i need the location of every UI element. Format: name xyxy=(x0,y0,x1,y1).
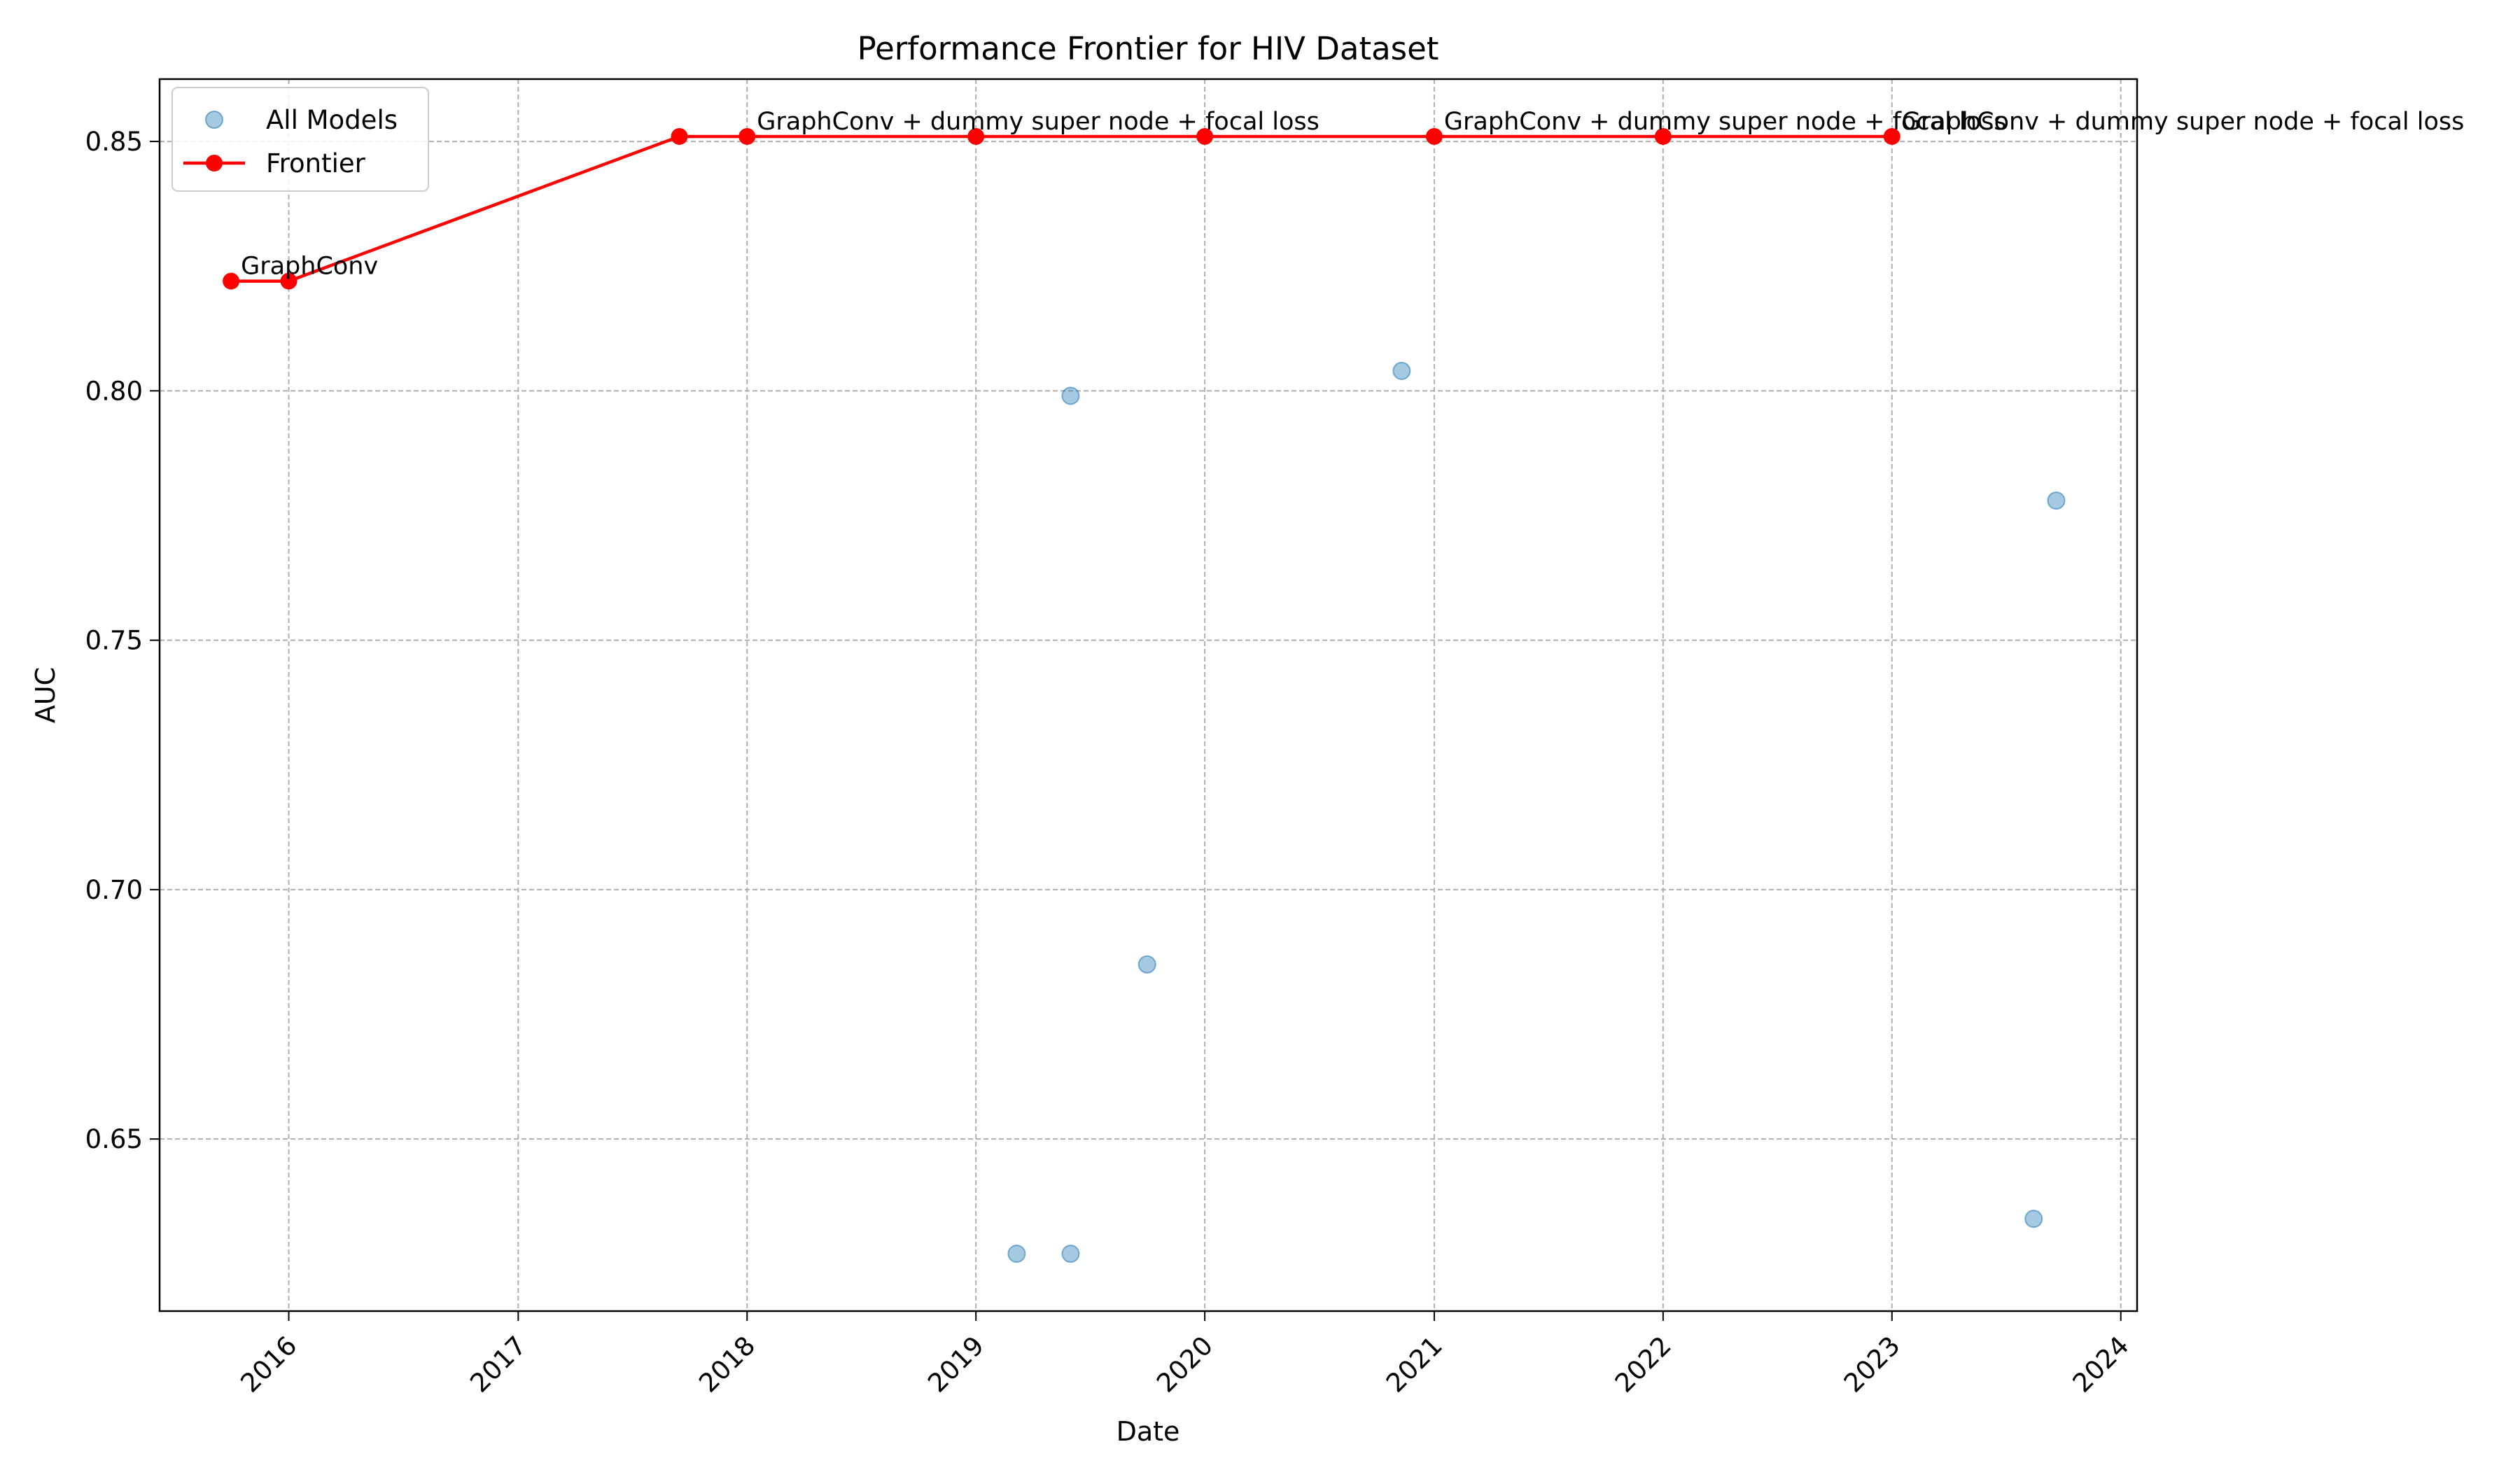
y-tick-label: 0.65 xyxy=(85,1124,143,1154)
legend: All Models Frontier xyxy=(172,87,429,192)
frontier-point xyxy=(223,272,240,290)
legend-label-frontier: Frontier xyxy=(266,148,366,178)
frontier-point xyxy=(671,127,688,145)
frontier-point xyxy=(967,127,985,145)
all-models-point xyxy=(1061,386,1080,405)
all-models-point xyxy=(1138,955,1156,974)
legend-marker-all-models xyxy=(205,111,223,129)
frontier-layer xyxy=(223,127,1900,290)
annotations: GraphConv GraphConv + dummy super node + … xyxy=(241,108,2464,281)
frontier-point xyxy=(738,127,756,145)
all-models-point xyxy=(1007,1245,1026,1264)
plot-frame xyxy=(158,78,2138,1312)
point-annotation: GraphConv + dummy super node + focal los… xyxy=(1902,108,2465,136)
legend-marker-frontier xyxy=(206,155,223,172)
frontier-point xyxy=(1883,127,1900,145)
point-annotation: GraphConv + dummy super node + focal los… xyxy=(757,108,1320,136)
y-tick-label: 0.85 xyxy=(85,127,143,157)
y-axis-label: AUC xyxy=(30,667,61,723)
point-annotation: GraphConv xyxy=(241,253,378,281)
y-tick-label: 0.70 xyxy=(85,875,143,905)
legend-box xyxy=(172,87,429,192)
frontier-point xyxy=(1425,127,1443,145)
chart-title: Performance Frontier for HIV Dataset xyxy=(858,30,1439,67)
frontier-point xyxy=(1654,127,1672,145)
y-tick-label: 0.80 xyxy=(85,376,143,406)
legend-label-all-models: All Models xyxy=(266,105,398,135)
all-models-point xyxy=(2047,491,2066,510)
point-annotation: GraphConv + dummy super node + focal los… xyxy=(1444,108,2007,136)
all-models-point xyxy=(1392,361,1411,380)
grid xyxy=(160,79,2137,1311)
all-models-point xyxy=(2024,1210,2043,1228)
frontier-point xyxy=(280,272,298,290)
scatter-layer xyxy=(1007,361,2066,1264)
y-tick-label: 0.75 xyxy=(85,626,143,656)
frontier-point xyxy=(1196,127,1214,145)
x-axis-label: Date xyxy=(1116,1416,1180,1447)
all-models-point xyxy=(1061,1245,1080,1264)
